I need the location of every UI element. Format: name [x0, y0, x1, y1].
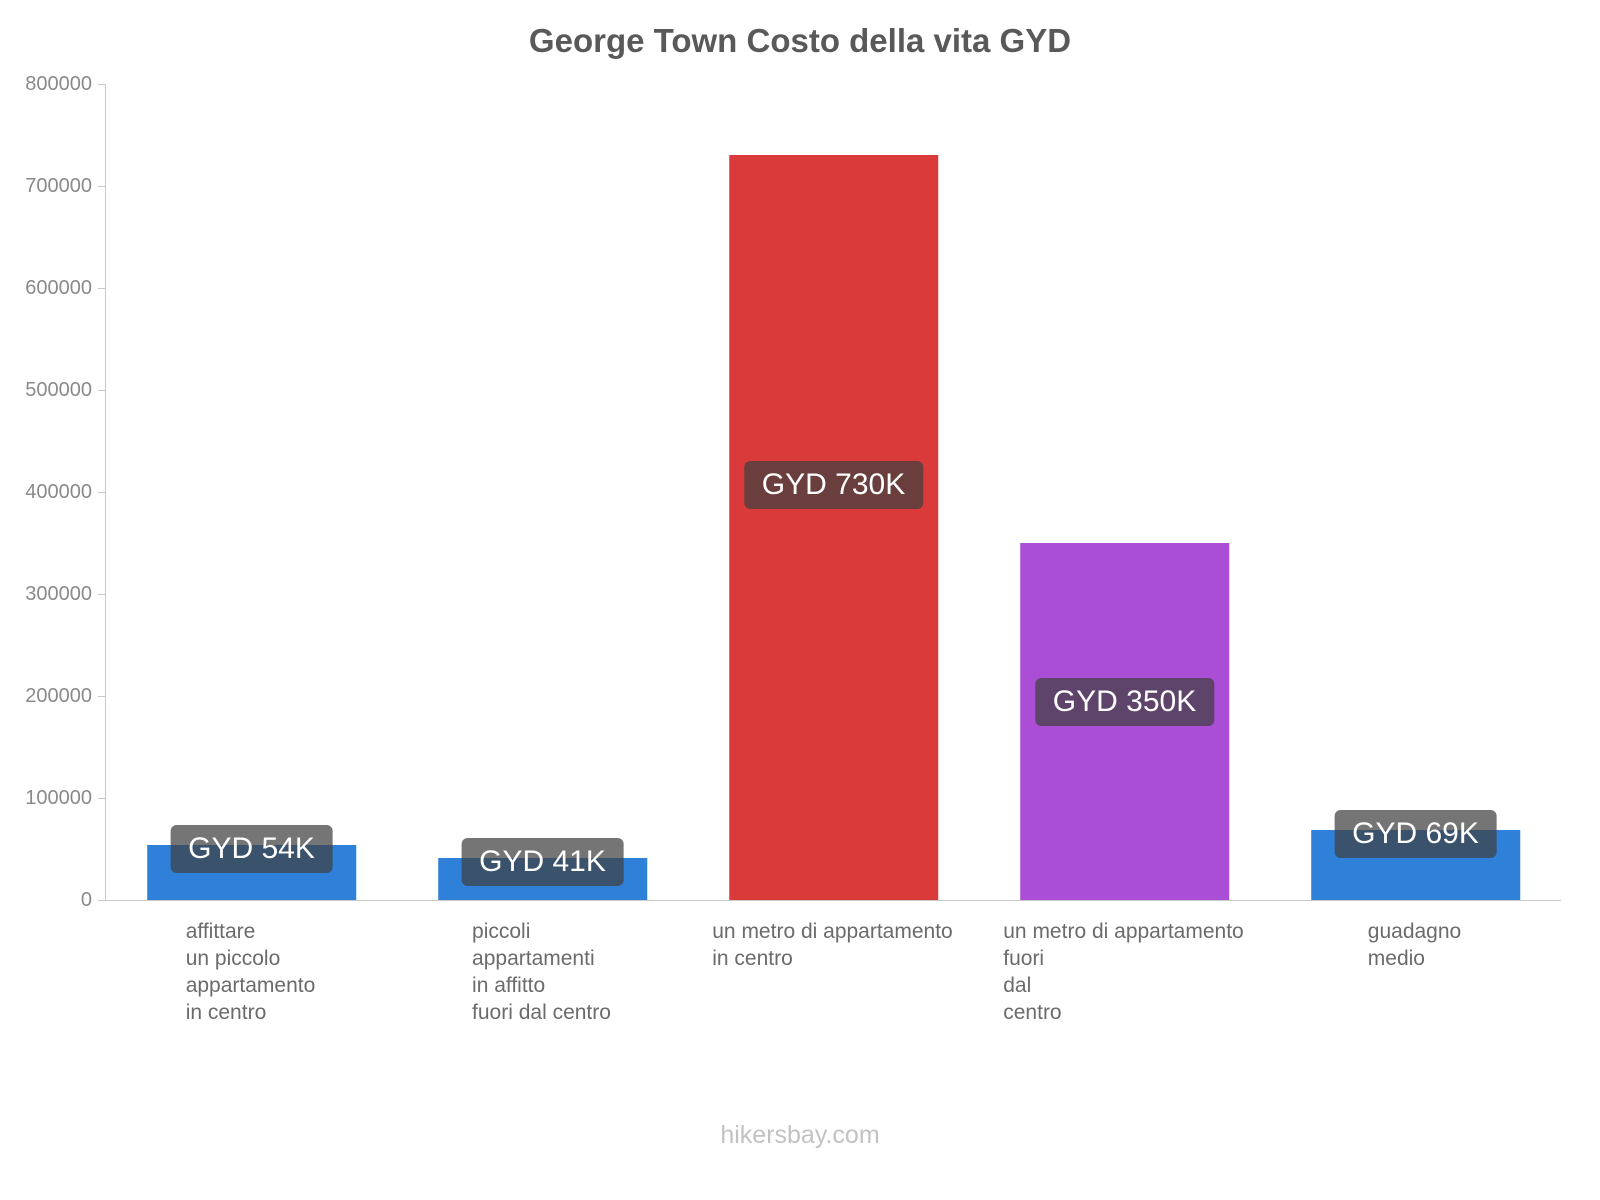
bar-value-label: GYD 69K	[1334, 809, 1497, 858]
y-tick-label: 0	[80, 889, 92, 911]
chart-title: George Town Costo della vita GYD	[528, 22, 1072, 59]
y-tick-mark	[98, 492, 105, 493]
bar-value-label: GYD 41K	[461, 838, 624, 887]
y-tick-label: 700000	[25, 175, 92, 197]
y-tick-mark	[98, 84, 105, 85]
y-tick-label: 400000	[25, 481, 92, 503]
bar-3	[728, 155, 939, 900]
y-tick-mark	[98, 696, 105, 697]
x-axis-label-text: un metro di appartamento in centro	[712, 920, 953, 970]
x-axis-label-text: affittare un piccolo appartamento in centro	[185, 920, 316, 1024]
bar-cell: GYD 54K	[106, 84, 397, 900]
x-axis-label: un metro di appartamento in centro	[687, 918, 978, 1026]
y-tick-mark	[98, 390, 105, 391]
y-tick-label: 800000	[25, 73, 92, 95]
y-tick-mark	[98, 186, 105, 187]
bars-row: GYD 54K GYD 41K GYD 730K GYD 350K GYD 69K	[106, 84, 1561, 900]
footer-watermark: hikersbay.com	[720, 1121, 880, 1149]
y-tick-label: 500000	[25, 379, 92, 401]
y-axis: 0 100000 200000 300000 400000 500000 600000 700…	[0, 73, 96, 911]
bar-cell: GYD 350K	[979, 84, 1270, 900]
x-axis-label: piccoli appartamenti in affitto fuori dal c…	[396, 918, 687, 1026]
y-tick-mark	[98, 594, 105, 595]
y-tick-label: 200000	[25, 685, 92, 707]
bar-cell: GYD 730K	[688, 84, 979, 900]
y-tick-mark	[98, 900, 105, 901]
bar-cell: GYD 69K	[1270, 84, 1561, 900]
x-axis-label-text: guadagno medio	[1367, 920, 1462, 970]
bar-value-label: GYD 350K	[1034, 678, 1215, 727]
plot-area: GYD 54K GYD 41K GYD 730K GYD 350K GYD 69K	[98, 84, 1561, 901]
x-axis-label-text: un metro di appartamento fuori dal centro	[1003, 920, 1244, 1024]
x-axis-label-text: piccoli appartamenti in affitto fuori dal c…	[472, 920, 611, 1024]
x-labels-row: affittare un piccolo appartamento in centro…	[105, 918, 1560, 1026]
x-axis-label: un metro di appartamento fuori dal centro	[978, 918, 1269, 1026]
bar-cell: GYD 41K	[397, 84, 688, 900]
x-axis-label: guadagno medio	[1269, 918, 1560, 1026]
y-tick-mark	[98, 798, 105, 799]
y-tick-label: 100000	[25, 787, 92, 809]
bar-value-label: GYD 54K	[170, 824, 333, 873]
x-axis-label: affittare un piccolo appartamento in centro	[105, 918, 396, 1026]
y-tick-label: 300000	[25, 583, 92, 605]
bar-value-label: GYD 730K	[743, 461, 924, 510]
y-tick-label: 600000	[25, 277, 92, 299]
y-tick-mark	[98, 288, 105, 289]
